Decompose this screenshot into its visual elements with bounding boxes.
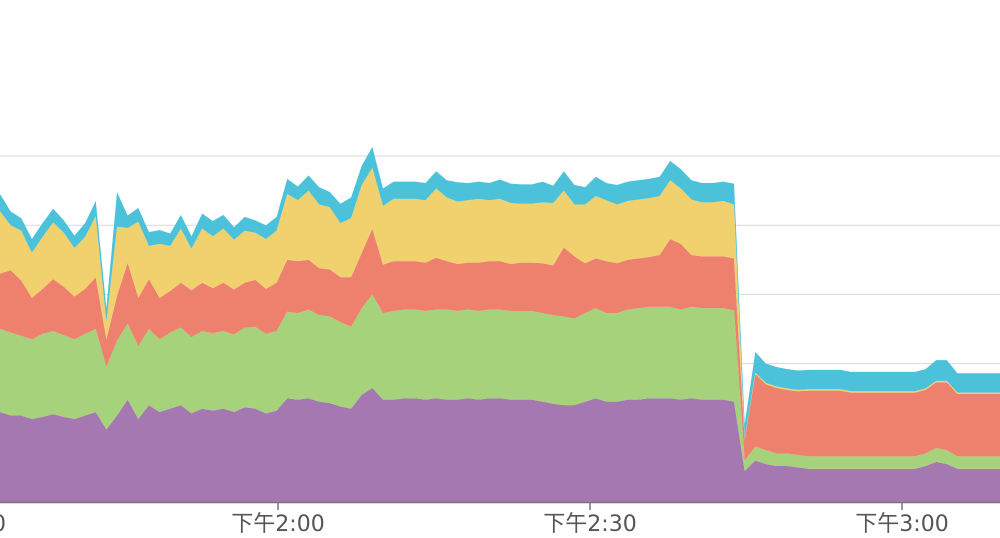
series-area-3 bbox=[0, 228, 1000, 461]
series-areas bbox=[0, 147, 1000, 502]
x-tick-label: 0 bbox=[0, 512, 6, 537]
x-tick-label: 下午2:30 bbox=[543, 512, 636, 537]
series-area-1 bbox=[0, 387, 1000, 502]
x-axis: 0 下午2:00 下午2:30 下午3:00 bbox=[0, 501, 1000, 537]
series-area-2 bbox=[0, 294, 1000, 471]
x-tick-label: 下午3:00 bbox=[855, 512, 948, 537]
x-tick-label: 下午2:00 bbox=[231, 512, 324, 537]
series-area-4 bbox=[0, 167, 1000, 440]
series-area-5 bbox=[0, 147, 1000, 439]
